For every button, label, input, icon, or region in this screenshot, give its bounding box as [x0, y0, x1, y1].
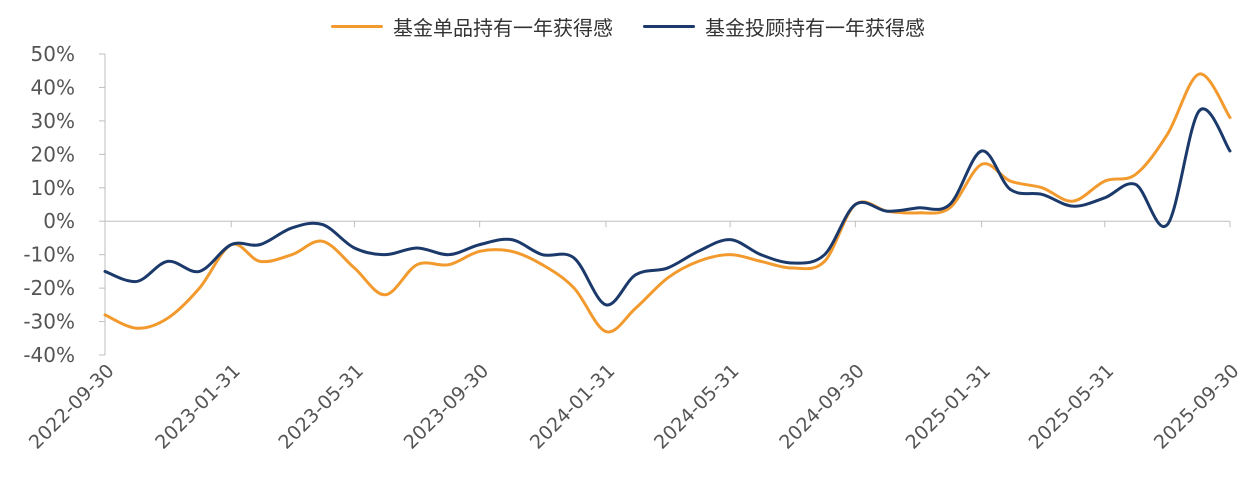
- legend: 基金单品持有一年获得感 基金投顾持有一年获得感: [0, 12, 1256, 41]
- legend-item-series-1: 基金单品持有一年获得感: [331, 12, 613, 41]
- y-tick-label: 20%: [31, 142, 75, 166]
- y-tick-label: 50%: [31, 42, 75, 66]
- legend-label-series-1: 基金单品持有一年获得感: [393, 16, 613, 40]
- series-line-2: [103, 107, 1232, 307]
- x-tick-label: 2024-09-30: [775, 360, 869, 454]
- y-tick-label: 10%: [31, 176, 75, 200]
- x-tick-label: 2024-01-31: [526, 360, 620, 454]
- legend-swatch-series-1: [331, 25, 383, 28]
- legend-swatch-series-2: [643, 25, 695, 28]
- y-tick-label: 40%: [31, 75, 75, 99]
- x-tick-label: 2023-09-30: [400, 360, 494, 454]
- legend-item-series-2: 基金投顾持有一年获得感: [643, 12, 925, 41]
- x-tick-label: 2025-01-31: [901, 360, 995, 454]
- x-tick-label: 2023-01-31: [151, 360, 245, 454]
- y-tick-label: -20%: [23, 276, 75, 300]
- x-tick-label: 2022-09-30: [25, 360, 119, 454]
- y-tick-label: -40%: [23, 343, 75, 367]
- y-tick-label: 0%: [43, 209, 75, 233]
- y-tick-label: 30%: [31, 109, 75, 133]
- x-tick-label: 2024-05-31: [650, 360, 744, 454]
- legend-label-series-2: 基金投顾持有一年获得感: [705, 16, 925, 40]
- x-tick-label: 2025-09-30: [1150, 360, 1244, 454]
- y-tick-label: -30%: [23, 310, 75, 334]
- y-tick-label: -10%: [23, 243, 75, 267]
- x-tick-label: 2023-05-31: [274, 360, 368, 454]
- series-line-1: [103, 72, 1232, 334]
- x-tick-label: 2025-05-31: [1025, 360, 1119, 454]
